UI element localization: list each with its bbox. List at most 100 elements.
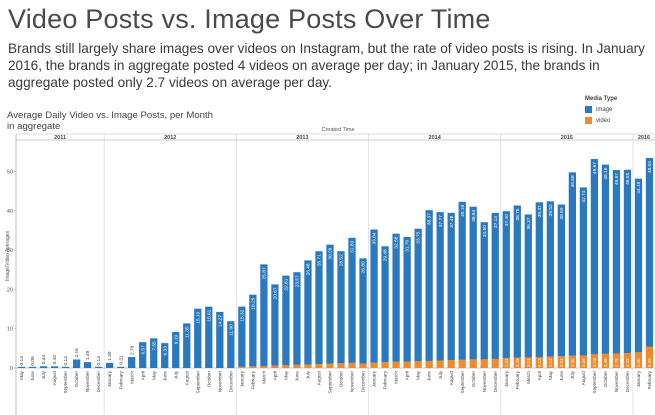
bar-video-32: [370, 362, 378, 368]
data-label-video-46: 3.21: [526, 358, 531, 367]
chart-title-line1: Average Daily Video vs. Image Posts, per…: [7, 110, 214, 121]
data-label-video-54: 4.75: [614, 358, 619, 367]
bar-image-23: [271, 284, 279, 366]
bar-video-50: [568, 355, 577, 368]
chart-title: Average Daily Video vs. Image Posts, per…: [7, 110, 213, 132]
x-tick-label-53: October: [603, 371, 608, 388]
x-tick-label-42: November: [482, 371, 487, 393]
x-tick-label-12: May: [151, 370, 156, 379]
bar-image-4: [61, 366, 70, 368]
data-label-image-27: 28.71: [317, 254, 323, 266]
legend-item-image[interactable]: image: [585, 106, 617, 113]
bar-video-36: [414, 361, 422, 368]
data-label-video-57: 5.39: [647, 358, 652, 367]
y-tick-label: 10: [7, 327, 13, 333]
bar-video-25: [293, 364, 301, 368]
bar-image-14: [172, 331, 180, 368]
x-tick-label-33: February: [383, 370, 388, 389]
data-label-image-46: 36.37: [526, 217, 532, 229]
data-label-image-57: 48.04: [647, 161, 653, 173]
legend-title: Media Type: [585, 96, 618, 102]
y-tick-label: 30: [7, 248, 13, 254]
x-tick-label-52: September: [592, 371, 597, 394]
bar-video-21: [249, 366, 257, 368]
data-label-image-7: 0.14: [96, 356, 102, 366]
bar-image-49: [557, 204, 565, 357]
x-tick-label-48: May: [548, 370, 553, 379]
bar-video-53: [601, 353, 610, 368]
bar-video-37: [425, 360, 433, 368]
year-label-2015: 2015: [561, 135, 573, 141]
data-label-image-6: 1.49: [85, 350, 91, 360]
x-tick-label-46: March: [526, 371, 531, 384]
data-label-video-47: 4.13: [537, 358, 542, 367]
x-tick-label-16: September: [195, 371, 200, 394]
data-label-image-30: 31.83: [350, 240, 356, 252]
bar-image-27: [315, 251, 323, 365]
data-label-image-14: 9.19: [173, 335, 179, 345]
bar-image-28: [326, 244, 334, 364]
bar-image-57: [645, 158, 654, 347]
x-tick-label-28: September: [328, 371, 333, 394]
bar-image-19: [227, 321, 235, 368]
data-label-image-21: 18.25: [250, 297, 256, 309]
data-label-image-22: 25.87: [261, 267, 267, 279]
bar-video-35: [403, 361, 411, 368]
x-tick-label-36: May: [416, 370, 421, 379]
x-tick-label-20: January: [239, 370, 244, 387]
bar-image-53: [601, 164, 610, 354]
bar-image-16: [194, 308, 202, 368]
data-label-image-19: 11.90: [228, 324, 234, 336]
bar-image-9: [117, 366, 125, 368]
bar-video-41: [469, 359, 477, 368]
y-tick-label: 0: [10, 366, 13, 372]
bar-image-50: [568, 172, 577, 356]
bar-video-23: [271, 365, 279, 368]
data-label-image-15: 11.35: [184, 326, 190, 338]
data-label-image-11: 6.57: [140, 345, 146, 355]
bar-image-12: [150, 338, 158, 368]
data-label-image-54: 46.67: [614, 173, 620, 185]
x-tick-label-8: January: [107, 370, 112, 387]
data-label-image-52: 49.67: [592, 162, 598, 174]
data-label-image-51: 42.74: [581, 190, 587, 202]
y-tick-label: 50: [7, 170, 13, 176]
x-tick-label-3: August: [52, 370, 57, 385]
bar-image-15: [183, 323, 191, 368]
year-label-2016: 2016: [638, 135, 650, 141]
data-label-image-34: 32.58: [394, 236, 400, 248]
bar-image-52: [590, 159, 599, 355]
data-label-video-55: 4.32: [625, 358, 630, 367]
x-tick-label-4: September: [63, 371, 68, 394]
x-tick-label-27: August: [317, 370, 322, 385]
bar-video-56: [634, 352, 643, 368]
top-axis-title: Created Time: [321, 127, 354, 133]
bar-image-11: [139, 342, 147, 368]
legend-swatch-video: [585, 117, 592, 124]
bar-video-55: [623, 353, 632, 368]
bar-image-32: [370, 229, 378, 363]
bar-video-48: [546, 356, 554, 368]
data-label-image-23: 20.67: [273, 287, 279, 299]
bar-image-0: [17, 366, 26, 368]
bar-image-1: [28, 366, 37, 368]
chart-title-line2: in aggregate: [7, 121, 61, 132]
bar-video-24: [282, 365, 290, 368]
data-label-image-40: 40.18: [460, 205, 466, 217]
bar-video-54: [612, 353, 621, 368]
bar-image-10: [128, 357, 136, 368]
data-label-image-33: 29.48: [383, 249, 389, 261]
x-tick-label-50: July: [570, 370, 575, 379]
legend: Media Type image video: [585, 96, 617, 124]
x-tick-label-26: July: [306, 370, 311, 379]
data-label-image-4: 0.14: [63, 356, 69, 366]
data-label-image-3: 0.42: [52, 355, 58, 365]
legend-item-video[interactable]: video: [585, 117, 617, 124]
x-tick-label-14: July: [173, 370, 178, 379]
x-tick-label-13: June: [162, 371, 167, 381]
x-tick-label-31: December: [361, 371, 366, 393]
x-tick-label-7: December: [96, 371, 101, 393]
x-tick-label-2: July: [41, 370, 46, 379]
x-tick-label-55: December: [625, 371, 630, 393]
page-title: Video Posts vs. Image Posts Over Time: [8, 4, 491, 34]
